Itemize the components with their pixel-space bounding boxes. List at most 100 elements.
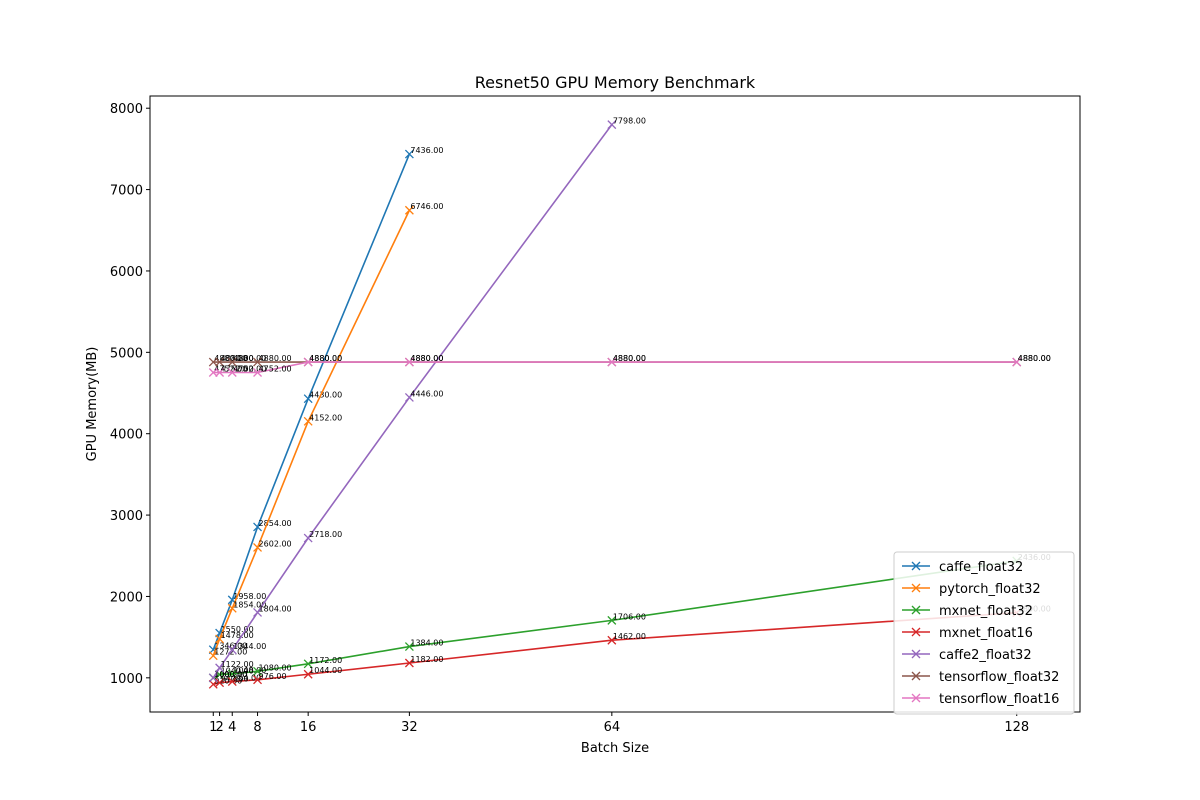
marker-stroke	[253, 607, 263, 617]
marker-stroke	[253, 357, 263, 367]
legend-marker	[911, 561, 921, 571]
marker-stroke	[404, 392, 414, 402]
legend-label: pytorch_float32	[939, 582, 1041, 597]
data-label: 976.00	[259, 672, 287, 681]
data-point-marker	[227, 368, 237, 377]
data-point-marker	[404, 392, 414, 402]
plot-area: 12 4 8 16 32 64 128 1000 2000 3000 4000 5000 6000 700…	[110, 95, 1081, 735]
data-point-marker	[227, 669, 237, 679]
legend-item-caffe2_float32: caffe2_float32	[902, 648, 1032, 663]
data-label: 1000.00	[214, 670, 247, 679]
marker-stroke	[227, 603, 237, 613]
data-point-marker	[253, 357, 263, 367]
data-label: 1044.00	[309, 666, 342, 675]
marker-stroke	[215, 663, 225, 673]
y-tick-label: 3000	[110, 509, 143, 524]
marker-stroke	[215, 357, 225, 367]
marker-stroke	[215, 678, 225, 688]
marker-stroke	[404, 642, 414, 652]
marker-stroke	[227, 677, 237, 687]
x-tick-label: 64	[604, 720, 621, 735]
marker-stroke	[303, 533, 313, 543]
marker-stroke	[607, 357, 617, 367]
y-tick-label: 5000	[110, 346, 143, 361]
marker-stroke	[303, 394, 313, 404]
legend-marker	[911, 693, 921, 703]
data-label: 1958.00	[233, 592, 266, 601]
x-axis-label: Batch Size	[581, 741, 649, 756]
legend-label: mxnet_float16	[939, 626, 1033, 641]
data-point-marker	[303, 659, 313, 669]
data-label: 4446.00	[410, 389, 443, 398]
series-mxnet_float16: 920.00940.00954.00976.001044.001182.0014…	[208, 605, 1051, 689]
data-label: 6746.00	[410, 202, 443, 211]
data-point-marker	[227, 603, 237, 613]
data-label: 1344.00	[233, 642, 266, 651]
marker-stroke	[253, 675, 263, 685]
series-caffe_float32: 1346.00 1550.00 1958.00 2854.00 4430.00 7436.…	[208, 146, 443, 655]
series-line	[212, 153, 411, 650]
data-label: 4880.00	[613, 354, 646, 363]
data-label: 4752.00	[214, 365, 247, 374]
data-label: 4880.00	[259, 354, 292, 363]
data-label: 4880.00	[410, 354, 443, 363]
legend-box	[893, 551, 1075, 715]
data-point-marker	[253, 368, 263, 377]
marker-stroke	[303, 416, 313, 426]
series-line	[213, 361, 1017, 374]
legend-item-pytorch_float32: pytorch_float32	[902, 582, 1041, 597]
data-label: 4880.00	[214, 354, 247, 363]
data-point-marker	[208, 357, 218, 367]
data-point-marker	[208, 651, 218, 661]
chart-title: Resnet50 GPU Memory Benchmark	[475, 73, 756, 92]
data-point-marker	[208, 368, 218, 377]
data-point-marker	[215, 678, 225, 688]
marker-stroke	[227, 595, 237, 605]
data-label: 1346.00	[214, 642, 247, 651]
data-label: 1182.00	[410, 655, 443, 664]
legend-marker	[911, 605, 921, 615]
data-point-marker	[303, 533, 313, 543]
marker-stroke	[253, 543, 263, 552]
legend-label: tensorflow_float32	[939, 670, 1059, 685]
data-point-marker	[227, 677, 237, 687]
data-point-marker	[208, 673, 218, 683]
marker-stroke	[208, 651, 218, 661]
marker-stroke	[303, 669, 313, 679]
y-tick-label: 1000	[110, 672, 143, 687]
data-point-marker	[253, 543, 263, 552]
data-point-marker	[303, 416, 313, 426]
legend-item-tensorflow_float16: tensorflow_float16	[902, 692, 1059, 707]
marker-stroke	[215, 670, 225, 680]
data-point-marker	[227, 645, 237, 655]
data-label: 1048.00	[233, 666, 266, 675]
data-label: 4880.00	[309, 354, 342, 363]
data-point-marker	[607, 635, 617, 645]
data-label: 1080.00	[259, 663, 292, 672]
data-label: 4880.00	[1018, 354, 1051, 363]
marker-stroke	[253, 368, 263, 377]
data-label: 1172.00	[309, 656, 342, 665]
legend: caffe_float32 pytorch_float32 mxnet_float3…	[893, 551, 1075, 715]
marker-stroke	[227, 368, 237, 377]
legend-label: mxnet_float32	[939, 604, 1033, 619]
marker-stroke	[215, 368, 225, 377]
data-label: 4752.00	[221, 365, 254, 374]
data-point-marker	[215, 368, 225, 377]
data-label: 1384.00	[410, 639, 443, 648]
marker-stroke	[303, 659, 313, 669]
legend-marker	[911, 649, 921, 659]
data-point-marker	[253, 607, 263, 617]
marker-stroke	[404, 357, 414, 367]
data-label: 1122.00	[221, 660, 254, 669]
x-tick-label: 16	[300, 720, 317, 735]
data-point-marker	[253, 666, 263, 676]
data-point-marker	[227, 357, 237, 367]
data-point-marker	[404, 357, 414, 367]
data-label: 1706.00	[613, 612, 646, 621]
x-tick-label: 1	[209, 720, 217, 735]
data-point-marker	[215, 663, 225, 673]
